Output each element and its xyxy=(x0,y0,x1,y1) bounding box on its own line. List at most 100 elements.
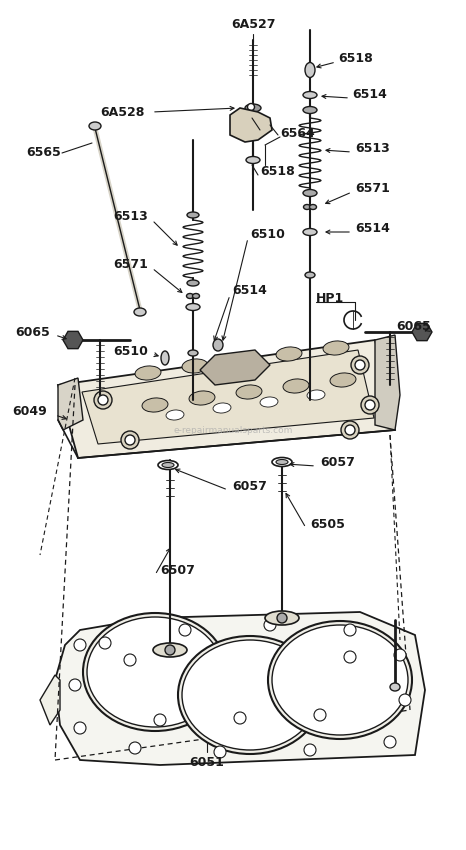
Ellipse shape xyxy=(213,339,223,351)
Text: 6057: 6057 xyxy=(232,479,267,492)
Text: 6565: 6565 xyxy=(26,145,61,158)
Text: 6510: 6510 xyxy=(250,228,285,241)
Ellipse shape xyxy=(135,366,161,380)
Circle shape xyxy=(264,619,276,631)
Circle shape xyxy=(304,744,316,756)
Text: 6057: 6057 xyxy=(320,456,355,468)
Polygon shape xyxy=(230,108,272,142)
Ellipse shape xyxy=(303,205,310,209)
Ellipse shape xyxy=(187,280,199,286)
Ellipse shape xyxy=(260,397,278,407)
Text: 6514: 6514 xyxy=(352,88,387,100)
Text: 6571: 6571 xyxy=(113,258,148,270)
Circle shape xyxy=(179,624,191,636)
Ellipse shape xyxy=(272,625,408,735)
Circle shape xyxy=(277,613,287,623)
Circle shape xyxy=(165,645,175,655)
Circle shape xyxy=(69,679,81,691)
Polygon shape xyxy=(55,612,425,765)
Circle shape xyxy=(394,649,406,661)
Text: 6518: 6518 xyxy=(338,52,373,65)
Ellipse shape xyxy=(213,403,231,413)
Text: 6505: 6505 xyxy=(310,518,345,530)
Ellipse shape xyxy=(303,106,317,114)
Ellipse shape xyxy=(303,190,317,196)
Circle shape xyxy=(341,421,359,439)
Text: 6049: 6049 xyxy=(12,405,47,417)
Text: 6514: 6514 xyxy=(232,285,267,297)
Circle shape xyxy=(154,714,166,726)
Circle shape xyxy=(234,712,246,724)
Ellipse shape xyxy=(186,293,193,298)
Ellipse shape xyxy=(162,462,174,468)
Ellipse shape xyxy=(236,385,262,399)
Polygon shape xyxy=(412,323,432,341)
Polygon shape xyxy=(63,332,83,348)
Text: 6065: 6065 xyxy=(396,320,431,332)
Circle shape xyxy=(351,356,369,374)
Ellipse shape xyxy=(87,617,223,727)
Text: 6571: 6571 xyxy=(355,182,390,195)
Ellipse shape xyxy=(305,272,315,278)
Text: 6507: 6507 xyxy=(160,564,195,577)
Ellipse shape xyxy=(245,104,261,112)
Text: e-repairmanualsparts.com: e-repairmanualsparts.com xyxy=(173,426,293,434)
Ellipse shape xyxy=(276,347,302,361)
Circle shape xyxy=(125,435,135,445)
Circle shape xyxy=(99,637,111,649)
Polygon shape xyxy=(200,350,270,385)
Ellipse shape xyxy=(307,390,325,400)
Circle shape xyxy=(355,360,365,370)
Circle shape xyxy=(74,722,86,734)
Circle shape xyxy=(94,391,112,409)
Text: 6513: 6513 xyxy=(113,209,148,223)
Circle shape xyxy=(384,736,396,748)
Ellipse shape xyxy=(142,398,168,412)
Ellipse shape xyxy=(246,156,260,163)
Circle shape xyxy=(345,425,355,435)
Circle shape xyxy=(399,694,411,706)
Ellipse shape xyxy=(283,379,309,393)
Ellipse shape xyxy=(303,229,317,235)
Text: 6518: 6518 xyxy=(260,165,295,178)
Ellipse shape xyxy=(323,341,349,355)
Ellipse shape xyxy=(89,122,101,130)
Text: 6514: 6514 xyxy=(355,222,390,235)
Ellipse shape xyxy=(83,613,227,731)
Text: HP1: HP1 xyxy=(316,292,344,304)
Ellipse shape xyxy=(153,643,187,657)
Ellipse shape xyxy=(182,359,208,373)
Polygon shape xyxy=(375,335,400,430)
Text: 6510: 6510 xyxy=(113,344,148,358)
Circle shape xyxy=(129,742,141,754)
Circle shape xyxy=(365,400,375,410)
Ellipse shape xyxy=(158,461,178,469)
Ellipse shape xyxy=(189,391,215,405)
Circle shape xyxy=(214,746,226,758)
Ellipse shape xyxy=(178,636,322,754)
Ellipse shape xyxy=(186,303,200,310)
Polygon shape xyxy=(58,340,395,458)
Circle shape xyxy=(344,624,356,636)
Ellipse shape xyxy=(272,457,292,467)
Ellipse shape xyxy=(166,410,184,420)
Circle shape xyxy=(314,709,326,721)
Polygon shape xyxy=(58,378,83,430)
Text: 6051: 6051 xyxy=(190,756,225,768)
Ellipse shape xyxy=(134,308,146,316)
Circle shape xyxy=(74,639,86,651)
Circle shape xyxy=(344,651,356,663)
Ellipse shape xyxy=(268,621,412,739)
Circle shape xyxy=(124,654,136,666)
Ellipse shape xyxy=(247,104,254,111)
Polygon shape xyxy=(40,675,60,725)
Text: 6564: 6564 xyxy=(280,127,315,139)
Ellipse shape xyxy=(182,640,318,750)
Ellipse shape xyxy=(390,683,400,691)
Polygon shape xyxy=(82,350,374,444)
Circle shape xyxy=(361,396,379,414)
Text: 6A528: 6A528 xyxy=(101,105,145,118)
Ellipse shape xyxy=(330,373,356,387)
Text: 6A527: 6A527 xyxy=(231,18,275,31)
Ellipse shape xyxy=(229,353,255,367)
